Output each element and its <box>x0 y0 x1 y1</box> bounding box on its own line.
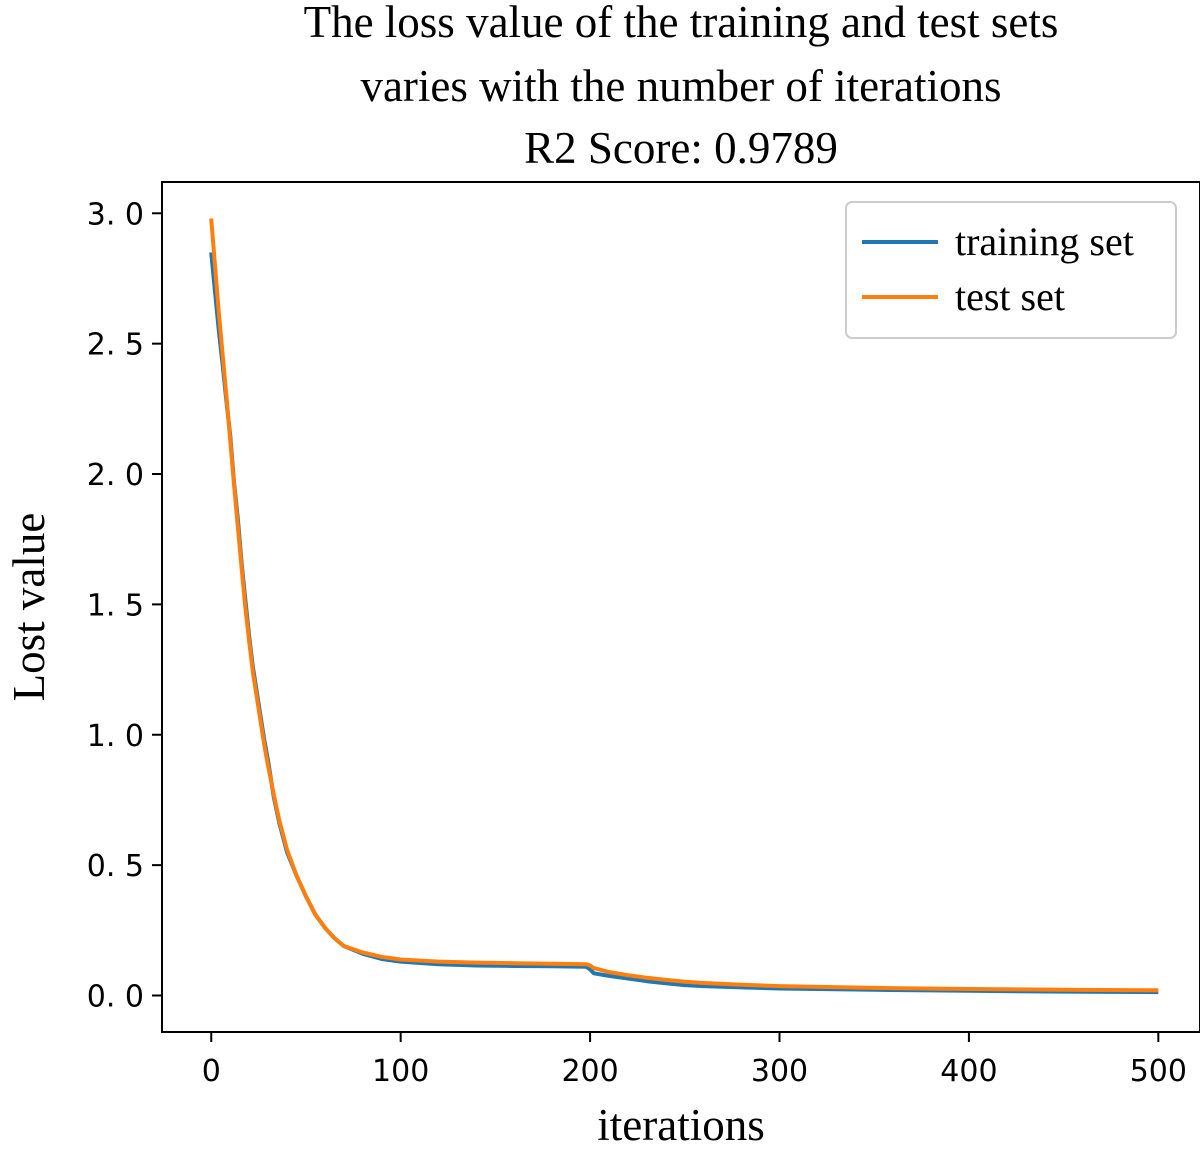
series-line-training-set <box>209 252 1159 995</box>
legend-label-training-set: training set <box>955 219 1134 264</box>
legend-label-test-set: test set <box>955 274 1065 319</box>
legend-box <box>845 201 1177 339</box>
x-axis: 0 100 200 300 400 500 <box>202 1032 1187 1089</box>
chart-title-line-2: varies with the number of iterations <box>360 61 1001 111</box>
plot-area-frame <box>161 181 1200 1033</box>
x-axis-label: iterations <box>597 1100 764 1150</box>
y-tick-label: 2. 5 <box>87 328 144 363</box>
y-tick-label: 2. 0 <box>87 458 144 493</box>
x-tick-label: 400 <box>940 1054 997 1089</box>
chart-title-line-3: R2 Score: 0.9789 <box>524 123 838 173</box>
chart-title-line-1: The loss value of the training and test … <box>304 0 1059 47</box>
x-tick-label: 500 <box>1130 1054 1187 1089</box>
y-tick-label: 0. 5 <box>87 849 144 884</box>
y-tick-label: 3. 0 <box>87 197 144 232</box>
y-tick-label: 1. 5 <box>87 588 144 623</box>
y-tick-label: 1. 0 <box>87 719 144 754</box>
y-axis-label: Lost value <box>4 513 54 702</box>
y-axis: 0. 0 0. 5 1. 0 1. 5 2. 0 2. 5 3. 0 <box>87 197 162 1014</box>
chart-title: The loss value of the training and test … <box>304 0 1059 173</box>
y-tick-label: 0. 0 <box>87 979 144 1014</box>
legend: training set test set <box>845 201 1177 339</box>
x-tick-label: 0 <box>202 1054 221 1089</box>
series-line-test-set <box>209 218 1159 993</box>
x-tick-label: 300 <box>751 1054 808 1089</box>
x-tick-label: 100 <box>372 1054 429 1089</box>
x-tick-label: 200 <box>561 1054 618 1089</box>
series-layer <box>209 218 1159 995</box>
